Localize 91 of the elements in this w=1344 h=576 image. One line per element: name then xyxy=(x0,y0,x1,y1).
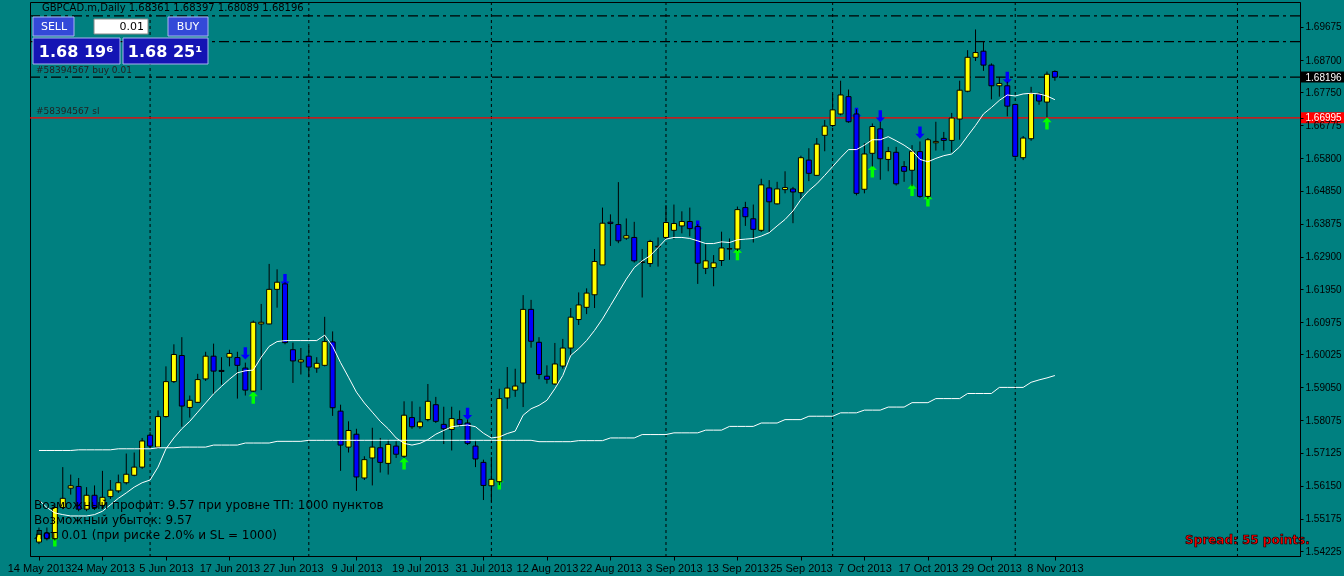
y-tick-label: 1.60975 xyxy=(1305,316,1343,328)
candlestick xyxy=(782,170,789,194)
candlestick xyxy=(186,395,193,419)
candlestick xyxy=(750,204,757,244)
candlestick xyxy=(385,439,392,476)
point xyxy=(462,407,473,420)
x-tick-label: 17 Jun 2013 xyxy=(199,561,261,574)
y-tick-label: 1.55175 xyxy=(1305,513,1343,525)
annotation: 0.01 xyxy=(119,20,144,33)
x-tick-label: 13 Sep 2013 xyxy=(706,561,770,574)
annotation: SELL xyxy=(40,20,68,33)
annotation: Лот 0.01 (при риске 2.0% и SL = 1000) xyxy=(34,528,278,542)
annotation: 1.68 19⁶ xyxy=(38,42,114,61)
candlestick xyxy=(67,474,74,496)
y-tick-label: 1.65800 xyxy=(1305,152,1343,164)
point xyxy=(399,457,409,470)
candlestick xyxy=(424,383,431,422)
point xyxy=(248,391,258,404)
candlestick xyxy=(948,112,955,153)
y-tick-label: 1.54225 xyxy=(1305,545,1343,557)
candlestick xyxy=(504,366,511,410)
candlestick xyxy=(631,221,638,264)
y-tick-label: 1.69675 xyxy=(1305,21,1343,33)
candlestick xyxy=(440,406,447,445)
x-tick-label: 7 Oct 2013 xyxy=(838,561,892,574)
point xyxy=(907,183,917,197)
candlestick xyxy=(551,342,558,386)
y-tick-label: 1.68700 xyxy=(1305,54,1343,66)
point xyxy=(1002,71,1012,85)
candlestick xyxy=(258,303,265,391)
candlestick xyxy=(297,347,304,375)
chart-title: GBPCAD.m,Daily 1.68361 1.68397 1.68089 1.68196 xyxy=(42,2,304,13)
x-tick-label: 14 May 2013 xyxy=(7,561,72,574)
x-tick-label: 25 Sep 2013 xyxy=(770,561,833,574)
y-tick-label: 1.58075 xyxy=(1305,414,1343,426)
y-tick-label: 1.64850 xyxy=(1305,185,1343,197)
y-tick-label: 1.62900 xyxy=(1305,251,1343,263)
annotation: BUY xyxy=(176,20,200,33)
y-tick-label: 1.60025 xyxy=(1305,348,1343,360)
x-tick-label: 27 Jun 2013 xyxy=(263,561,324,574)
candlestick xyxy=(901,160,908,183)
x-tick-label: 5 Jun 2013 xyxy=(139,561,194,574)
y-tick-label: 1.67750 xyxy=(1305,86,1343,98)
candlestick xyxy=(369,427,376,486)
candlestick xyxy=(123,453,130,485)
x-tick-label: 3 Sep 2013 xyxy=(646,561,703,574)
y-tick-label: 1.61950 xyxy=(1305,283,1343,295)
x-tick-label: 8 Nov 2013 xyxy=(1027,561,1084,574)
candlestick xyxy=(409,400,416,430)
x-tick-label: 12 Aug 2013 xyxy=(516,561,579,574)
candlestick xyxy=(885,146,892,172)
x-tick-label: 31 Jul 2013 xyxy=(455,561,513,574)
y-tick-label: 1.56150 xyxy=(1305,480,1343,492)
candlestick xyxy=(543,364,550,385)
candlestick xyxy=(789,186,796,224)
candlestick xyxy=(242,362,249,397)
candlestick xyxy=(432,396,439,424)
candlestick xyxy=(377,437,384,474)
x-tick-label: 9 Jul 2013 xyxy=(331,561,383,574)
x-tick-label: 29 Oct 2013 xyxy=(961,561,1022,574)
candlestick xyxy=(932,121,939,152)
candlestick xyxy=(805,147,812,182)
candlestick xyxy=(559,338,566,370)
candlestick xyxy=(821,119,828,152)
candlestick xyxy=(766,179,773,233)
candlestick xyxy=(647,239,654,268)
point xyxy=(240,347,250,360)
candlestick xyxy=(662,204,669,240)
candlestick xyxy=(774,181,781,206)
y-tick-label: 1.57125 xyxy=(1305,447,1343,459)
x-tick-label: 22 Aug 2013 xyxy=(580,561,642,574)
ref-line-label: #58394567 buy 0.01 xyxy=(36,65,132,76)
y-tick-label: 1.63875 xyxy=(1305,218,1343,230)
candlestick xyxy=(670,204,677,240)
candlestick xyxy=(512,368,519,398)
annotation: 1.68 25¹ xyxy=(127,42,203,61)
point xyxy=(1042,117,1052,130)
candlestick xyxy=(1020,135,1027,161)
y-tick-label: 1.59050 xyxy=(1305,381,1343,393)
point xyxy=(915,126,925,139)
candlestick xyxy=(274,268,281,309)
candlestick xyxy=(472,440,479,468)
candlestick xyxy=(678,210,685,234)
ref-line-label: #58394567 sl xyxy=(36,105,100,116)
y-tick-label: 1.68196 xyxy=(1305,71,1343,83)
candlestick xyxy=(940,131,947,152)
candlestick xyxy=(289,342,296,384)
candlestick xyxy=(416,406,423,430)
x-tick-label: 17 Oct 2013 xyxy=(898,561,959,574)
x-tick-label: 19 Jul 2013 xyxy=(392,561,449,574)
x-tick-label: 24 May 2013 xyxy=(71,561,135,574)
